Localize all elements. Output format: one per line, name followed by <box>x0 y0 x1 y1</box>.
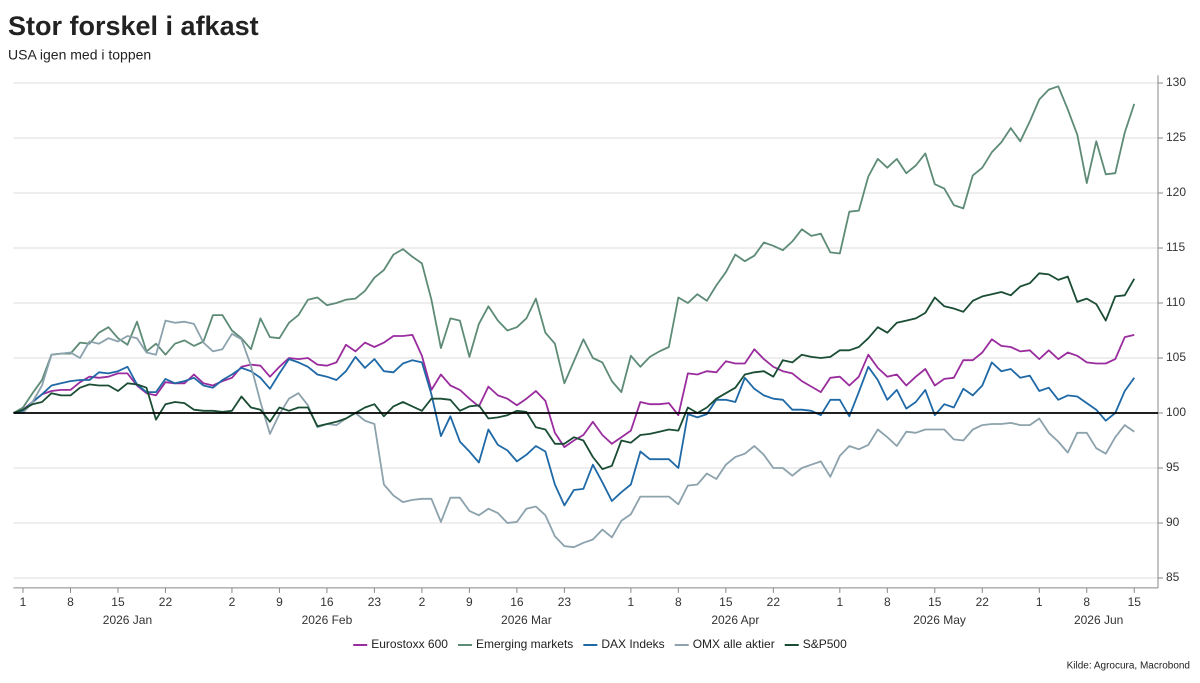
series-line <box>13 272 1136 470</box>
month-label: 2026 May <box>913 613 966 627</box>
legend-label: OMX alle aktier <box>693 637 775 651</box>
chart-subtitle: USA igen med i toppen <box>8 47 151 63</box>
y-tick-label: 95 <box>1166 460 1180 474</box>
y-tick-label: 90 <box>1166 515 1180 529</box>
legend: Eurostoxx 600 Emerging markets DAX Indeks O… <box>353 637 847 651</box>
legend-item: Eurostoxx 600 <box>353 637 448 651</box>
x-tick-label: 15 <box>928 595 942 609</box>
legend-label: Emerging markets <box>476 637 573 651</box>
legend-label: Eurostoxx 600 <box>371 637 448 651</box>
x-tick-label: 15 <box>1128 595 1142 609</box>
legend-item: Emerging markets <box>457 637 573 651</box>
x-tick-label: 23 <box>558 595 572 609</box>
x-tick-label: 1 <box>628 595 635 609</box>
y-tick-label: 110 <box>1166 295 1185 309</box>
month-label: 2026 Mar <box>501 613 552 627</box>
x-tick-label: 8 <box>675 595 682 609</box>
source-note: Kilde: Agrocura, Macrobond <box>1067 661 1190 672</box>
x-tick-label: 15 <box>111 595 125 609</box>
series-line <box>13 319 1135 549</box>
legend-item: OMX alle aktier <box>674 637 775 651</box>
y-tick-label: 120 <box>1166 185 1186 199</box>
y-tick-label: 125 <box>1166 130 1186 144</box>
x-tick-label: 9 <box>466 595 473 609</box>
x-tick-label: 23 <box>368 595 382 609</box>
x-tick-label: 22 <box>976 595 990 609</box>
legend-item: S&P500 <box>784 637 847 651</box>
x-tick-label: 1 <box>836 595 843 609</box>
x-tick-label: 1 <box>20 595 27 609</box>
series-line <box>13 334 1135 448</box>
x-tick-label: 8 <box>1083 595 1090 609</box>
legend-label: DAX Indeks <box>601 637 664 651</box>
legend-label: S&P500 <box>803 637 847 651</box>
x-tick-label: 2 <box>229 595 236 609</box>
y-tick-label: 105 <box>1166 350 1186 364</box>
x-tick-label: 15 <box>719 595 733 609</box>
y-tick-label: 100 <box>1166 405 1186 419</box>
x-tick-label: 9 <box>276 595 283 609</box>
x-tick-label: 16 <box>320 595 334 609</box>
x-tick-label: 2 <box>419 595 426 609</box>
x-tick-label: 8 <box>884 595 891 609</box>
series-line <box>13 356 1135 507</box>
month-label: 2026 Apr <box>711 613 759 627</box>
y-tick-label: 130 <box>1166 75 1186 89</box>
chart-title: Stor forskel i afkast <box>8 11 259 41</box>
month-label: 2026 Feb <box>302 613 353 627</box>
x-tick-label: 1 <box>1036 595 1043 609</box>
month-label: 2026 Jun <box>1074 613 1123 627</box>
x-tick-label: 22 <box>767 595 781 609</box>
y-tick-label: 85 <box>1166 570 1180 584</box>
legend-item: DAX Indeks <box>583 637 665 651</box>
y-tick-label: 115 <box>1166 240 1185 254</box>
x-tick-label: 22 <box>159 595 173 609</box>
x-tick-label: 8 <box>67 595 74 609</box>
x-tick-label: 16 <box>510 595 524 609</box>
month-label: 2026 Jan <box>103 613 152 627</box>
series-line <box>13 85 1136 414</box>
